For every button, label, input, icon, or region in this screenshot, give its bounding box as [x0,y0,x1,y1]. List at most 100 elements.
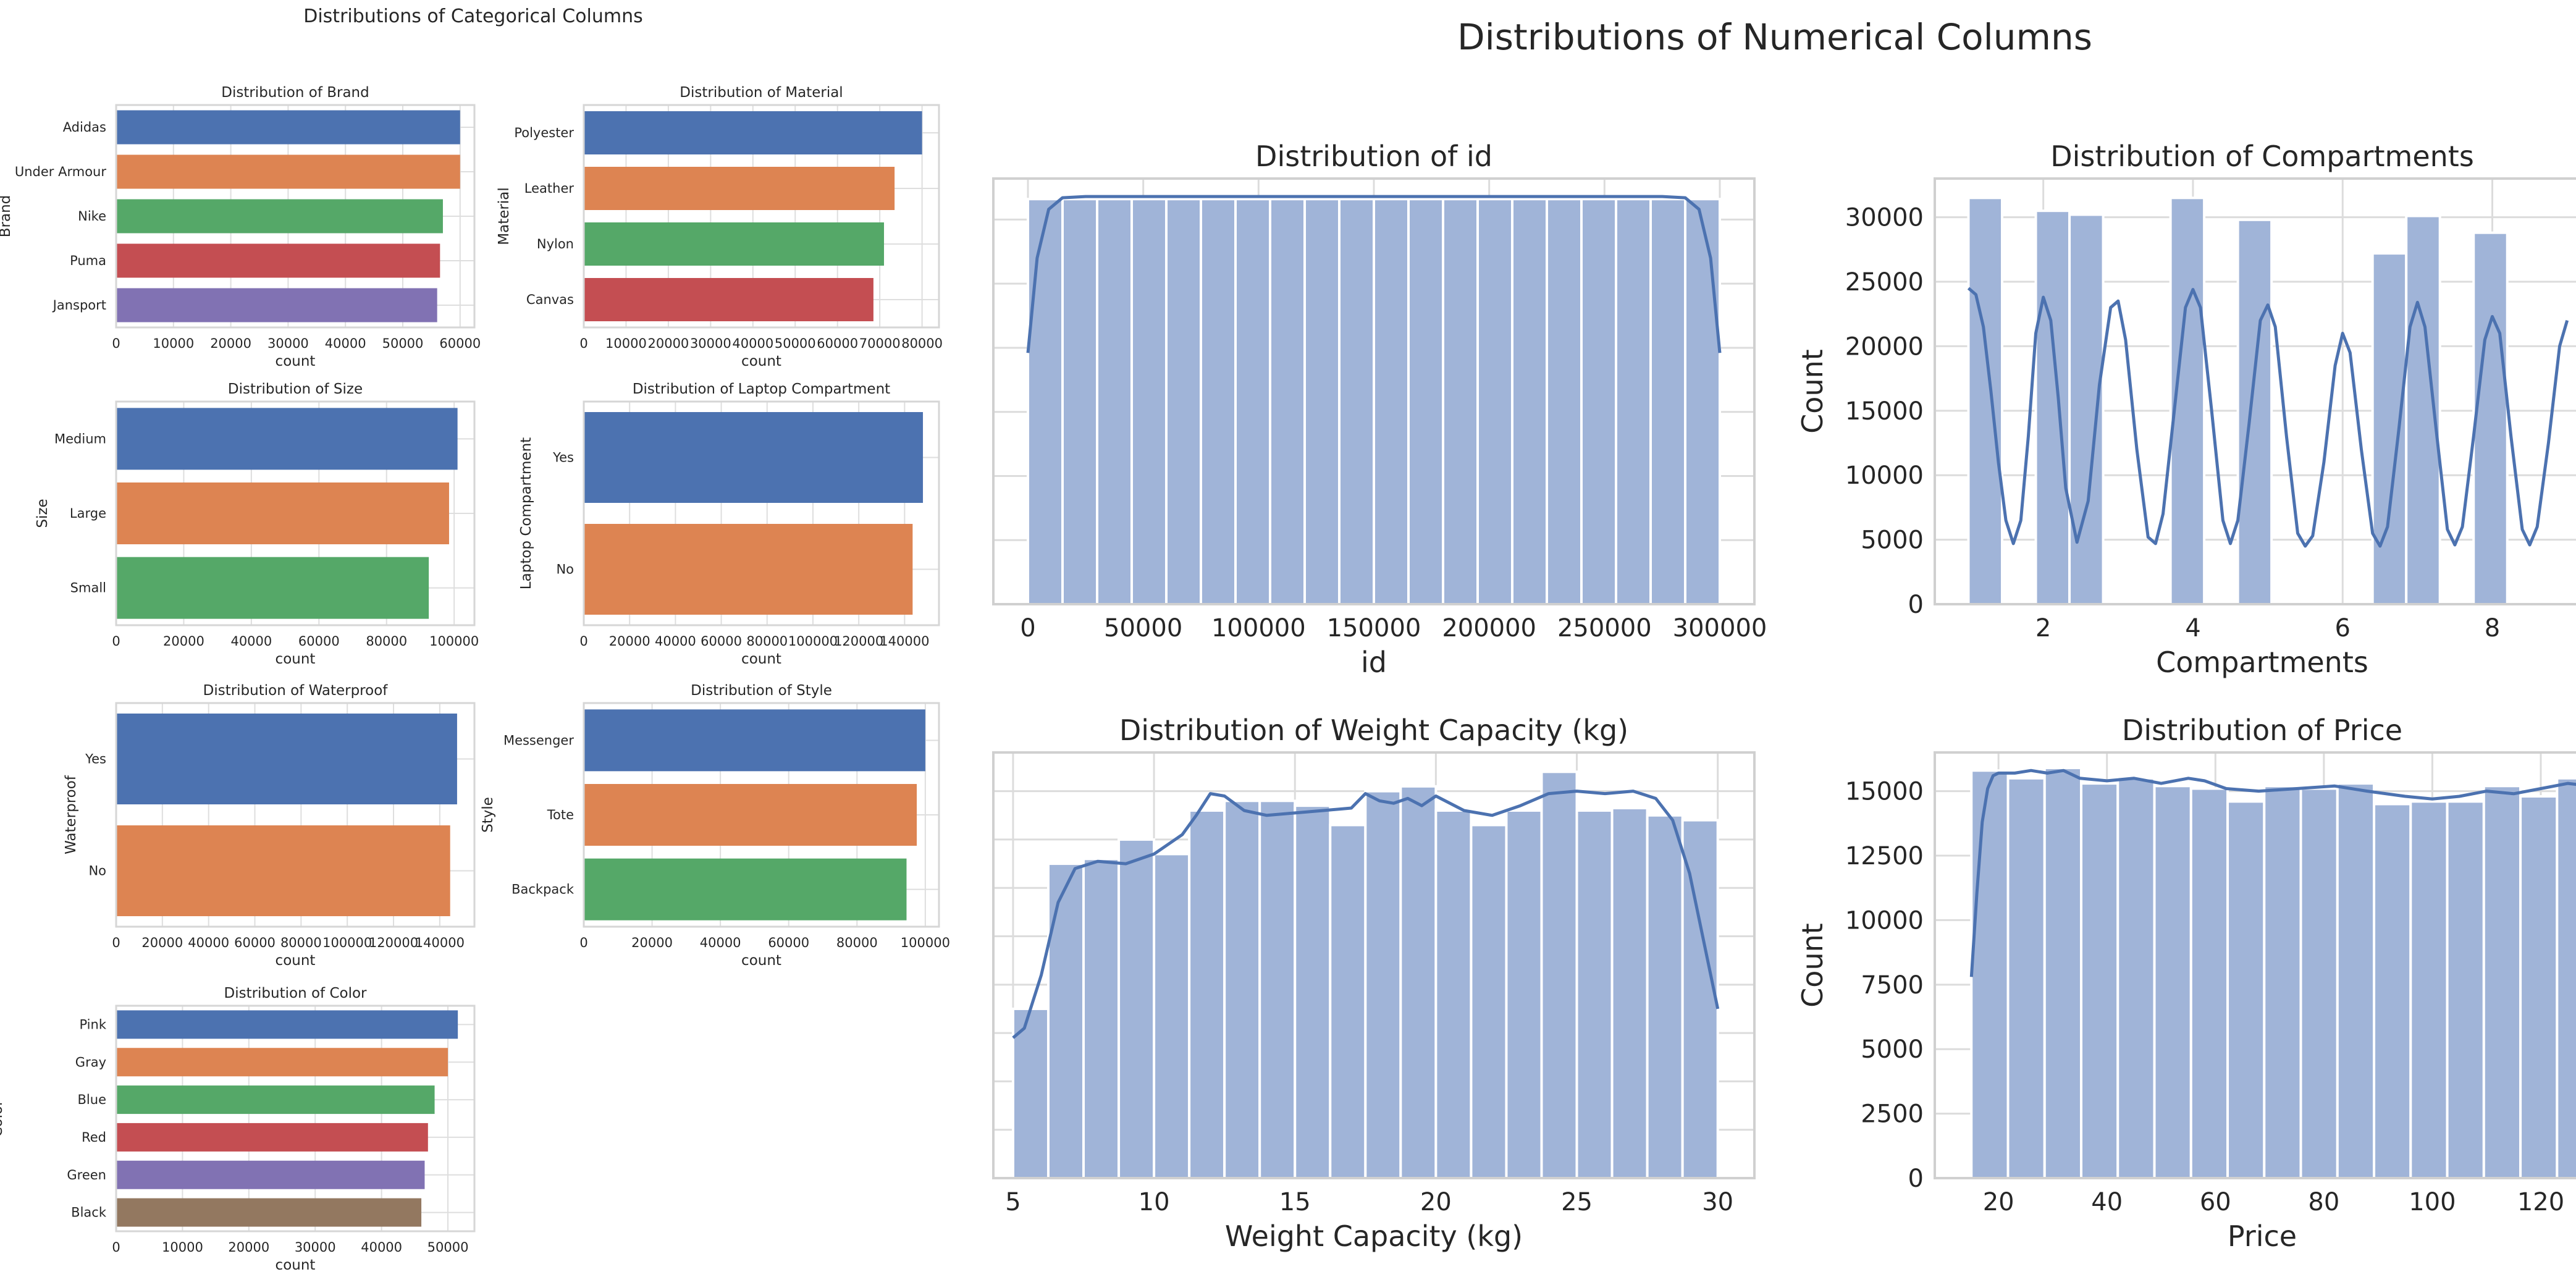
x-tick-label: 10000 [162,1240,203,1255]
axes-frame [115,400,476,626]
category-label: Nylon [537,237,574,251]
x-tick-label: 40000 [230,634,272,649]
y-tick-label: 12500 [1845,842,1924,870]
x-tick-label: 8 [2485,614,2500,642]
x-tick-label: 100000 [1211,614,1306,642]
subplot-title: Distribution of Style [691,683,832,699]
histogram-bar [1294,804,1332,1178]
histogram-bar [2080,782,2119,1178]
x-tick-label: 40000 [361,1240,402,1255]
subplot-title: Distribution of Price [2122,714,2402,747]
subplot-title: Distribution of Color [224,985,367,1001]
subplot-title: Distribution of Brand [221,85,369,101]
x-tick-label: 120 [2517,1188,2564,1216]
category-label: Under Armour [15,164,106,179]
axes-frame [1934,177,2576,605]
category-label: Black [71,1205,107,1220]
y-tick-label: 7500 [1861,971,1924,1000]
x-axis-label: Price [2228,1220,2297,1253]
x-tick-label: 20000 [163,634,204,649]
axes-frame [115,1005,476,1232]
subplot-title: Distribution of Laptop Compartment [633,381,890,397]
bar-yes [116,714,457,804]
bar-canvas [584,278,873,321]
category-label: Nike [78,209,106,224]
x-tick-label: 60000 [234,935,276,950]
histogram-bar [1373,198,1410,604]
category-label: Canvas [526,292,574,307]
histogram-bar [2043,767,2083,1178]
y-tick-label: 15000 [1845,397,1924,426]
y-axis-label: Size [35,499,51,528]
histogram-bar [1434,809,1473,1178]
x-tick-label: 20000 [631,935,673,950]
bar-adidas [116,110,460,145]
x-tick-label: 20000 [210,336,251,351]
axes-frame [115,702,476,928]
categorical-figure-title: Distributions of Categorical Columns [303,6,643,27]
subplot-title: Distribution of Material [680,85,843,101]
kde-line [1967,287,2569,548]
histogram-bar [1046,862,1085,1178]
histogram-bar [1338,198,1375,604]
x-tick-label: 5 [1005,1188,1021,1216]
x-tick-label: 20 [1983,1188,2014,1216]
subplot-title: Distribution of Waterproof [203,683,389,699]
histogram-bar [1470,824,1508,1178]
x-tick-label: 70000 [859,336,901,351]
histogram-bar [2116,777,2156,1178]
x-tick-label: 0 [579,336,587,351]
chart-style: Messenger Tote Backpack 0 20000 40000 60000 800… [480,683,950,969]
axes-frame [115,104,476,329]
histogram-bar [1580,198,1617,604]
x-tick-label: 50000 [775,336,816,351]
bar-tote [584,784,917,846]
x-tick-label: 30000 [295,1240,336,1255]
y-tick-label: 25000 [1845,268,1924,297]
category-label: Adidas [63,120,106,135]
bar-no [116,825,450,916]
bar-large [116,482,449,544]
histogram-bar [2336,782,2376,1178]
x-tick-label: 100 [2409,1188,2456,1216]
subplot-title: Distribution of Compartments [2050,140,2474,173]
category-label: Gray [75,1055,106,1069]
histogram-bar [1646,814,1684,1178]
y-tick-label: 2500 [1861,1100,1924,1129]
y-tick-label: 20000 [1845,332,1924,361]
x-tick-label: 20000 [228,1240,269,1255]
histogram-bar [2409,800,2449,1178]
category-label: Leather [524,181,575,196]
plot-area [993,179,1754,604]
x-tick-label: 60000 [439,336,481,351]
x-tick-label: 0 [579,634,587,649]
histogram-bar [2472,231,2509,604]
x-tick-label: 140000 [415,935,465,950]
histogram-bar [1511,198,1548,604]
category-label: Green [67,1168,106,1182]
x-tick-label: 60 [2200,1188,2231,1216]
x-tick-label: 50000 [1104,614,1182,642]
x-tick-label: 40000 [188,935,229,950]
x-tick-label: 20 [1420,1188,1452,1216]
y-tick-label: 5000 [1861,1035,1924,1064]
y-tick-label: 10000 [1845,461,1924,490]
x-tick-label: 120000 [834,634,883,649]
bar-blue [116,1085,435,1114]
x-tick-label: 2 [2035,614,2051,642]
bar-under-armour [116,154,460,189]
x-tick-label: 10000 [605,336,647,351]
chart-laptop: Yes No 0 20000 40000 60000 80000 10000012000014… [518,381,940,667]
chart-num_id: 0 50000 100000 150000 200000 250000 300000 Dist… [992,140,1767,679]
histogram-bar [1303,198,1341,604]
x-tick-label: 100000 [788,634,838,649]
bar-jansport [116,288,437,322]
x-tick-label: 60000 [817,336,858,351]
histogram-bar [1082,857,1121,1178]
category-label: Backpack [511,882,575,897]
histogram-bar [1234,198,1271,604]
histogram-bar [1200,198,1237,604]
x-tick-label: 100000 [901,935,950,950]
bar-gray [116,1048,448,1077]
